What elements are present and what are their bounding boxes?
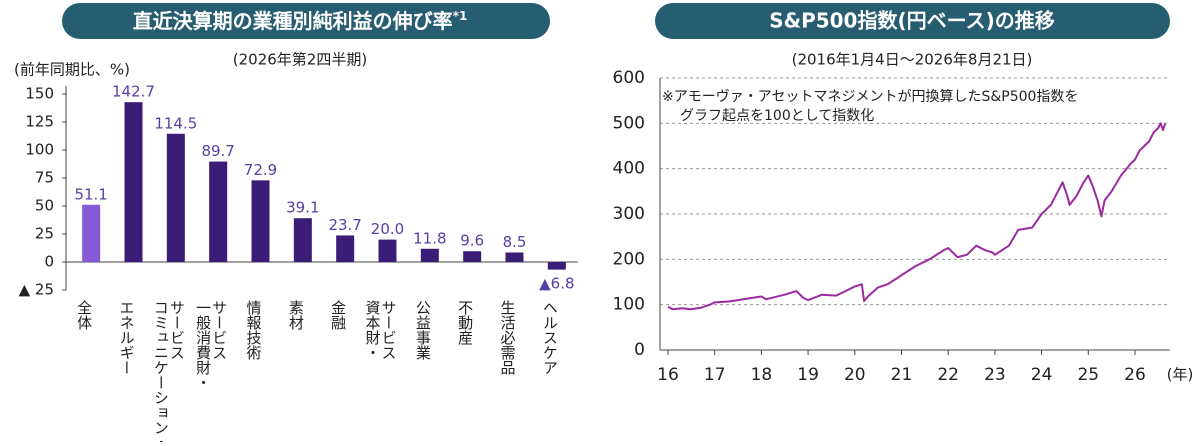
value-label: 142.7 [112, 83, 155, 101]
y-axis-label: (前年同期比、%) [14, 61, 130, 79]
y-tick-label: 0 [634, 340, 645, 360]
x-tick-label: 公益事業 [414, 300, 432, 360]
chart-title: 直近決算期の業種別純利益の伸び率*1 [133, 9, 468, 33]
x-tick-label: 金融 [329, 300, 347, 330]
y-tick-label: 100 [613, 295, 645, 315]
chart-subtitle: (2016年1月4日〜2026年8月21日) [792, 51, 1033, 69]
x-tick-label: 24 [1031, 365, 1053, 385]
bar [420, 248, 439, 262]
annotation: グラフ起点を100として指数化 [680, 108, 874, 124]
value-label: 8.5 [503, 233, 527, 251]
value-label: 114.5 [154, 114, 197, 132]
y-tick-label: 500 [613, 113, 645, 133]
bar [547, 262, 566, 270]
x-tick-label: 21 [891, 365, 913, 385]
y-tick-label: 300 [613, 204, 645, 224]
value-label: 51.1 [74, 185, 107, 203]
value-label: 11.8 [413, 229, 446, 247]
x-tick-label: 25 [1077, 365, 1099, 385]
x-tick-label: 23 [984, 365, 1006, 385]
value-label: 23.7 [328, 216, 361, 234]
y-tick-label: 50 [35, 197, 54, 215]
x-tick-label: 20 [844, 365, 866, 385]
title-pill [655, 3, 1170, 39]
chart-title: S&P500指数(円ベース)の推移 [769, 9, 1055, 33]
value-label: 20.0 [371, 220, 404, 238]
y-tick-label: 200 [613, 249, 645, 269]
bar [82, 204, 101, 262]
bar [378, 239, 397, 262]
value-label: ▲6.8 [539, 275, 574, 293]
x-tick-label: 資本財・ [364, 300, 382, 360]
y-tick-label: 100 [25, 141, 54, 159]
x-tick-label: 22 [937, 365, 959, 385]
bar [166, 133, 185, 262]
x-tick-label: エネルギー [118, 300, 136, 375]
x-tick-label: 18 [751, 365, 773, 385]
value-label: 9.6 [460, 232, 484, 250]
bar [505, 252, 524, 262]
value-label: 72.9 [244, 161, 277, 179]
bar [293, 218, 312, 262]
x-tick-label: 不動産 [456, 300, 474, 346]
y-tick-label: 25 [35, 225, 54, 243]
x-tick-label: 生活必需品 [499, 300, 517, 375]
bar [124, 102, 143, 263]
annotation: ※アモーヴァ・アセットマネジメントが円換算したS&P500指数を [662, 88, 1078, 105]
bar [463, 251, 482, 262]
x-tick-label: 情報技術 [245, 300, 263, 361]
x-tick-label: ヘルスケア [541, 300, 559, 375]
y-tick-label: ▲ 25 [19, 281, 54, 299]
x-tick-label: 素材 [287, 300, 305, 330]
x-tick-label: 17 [704, 365, 726, 385]
x-tick-label: サービス [380, 300, 398, 360]
x-tick-label: コミュニケーション・ [152, 300, 170, 442]
chart-subtitle: (2026年第2四半期) [233, 51, 367, 69]
x-tick-label: 16 [657, 365, 679, 385]
x-tick-label: 全体 [75, 299, 93, 330]
bar [209, 161, 228, 262]
title-text: 直近決算期の業種別純利益の伸び率 [133, 9, 453, 33]
y-tick-label: 0 [44, 253, 54, 271]
x-tick-label: 19 [797, 365, 819, 385]
y-tick-label: 125 [25, 113, 54, 131]
title-footnote-mark: *1 [453, 9, 468, 23]
value-label: 89.7 [201, 142, 234, 160]
x-tick-label: サービス [168, 300, 186, 360]
y-tick-label: 400 [613, 159, 645, 179]
bar [336, 235, 355, 262]
y-tick-label: 600 [613, 68, 645, 88]
y-tick-label: 75 [35, 169, 54, 187]
bar [251, 180, 270, 262]
x-tick-label: サービス [210, 300, 228, 360]
value-label: 39.1 [286, 199, 319, 217]
x-axis-label: (年) [1167, 366, 1194, 384]
price-line [667, 122, 1167, 311]
title-pill [62, 3, 550, 39]
x-tick-label: 一般消費財・ [194, 300, 212, 390]
x-tick-label: 26 [1124, 365, 1146, 385]
y-tick-label: 150 [25, 85, 54, 103]
